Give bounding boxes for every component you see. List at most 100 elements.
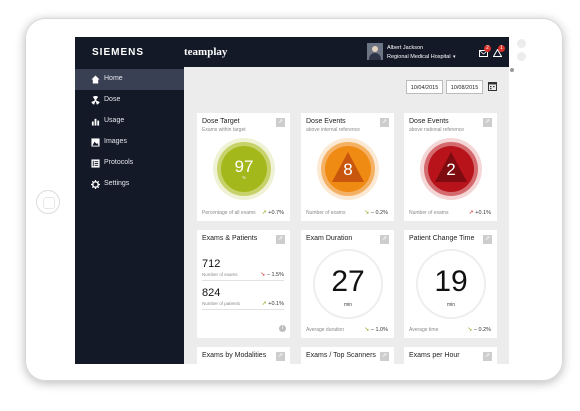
exam-duration-circle: 27 min — [315, 251, 381, 317]
exams-count-label: Number of exams — [202, 272, 238, 277]
trend-up-icon: ➚ — [261, 210, 267, 216]
gauge-value: 97 — [234, 157, 254, 176]
card-title: Dose Events — [306, 118, 346, 125]
sidebar-item-label: Home — [104, 75, 123, 82]
sidebar-item-label: Settings — [104, 180, 130, 187]
card-footer-label: Number of exams — [306, 210, 346, 216]
trend-down-icon: ➘ — [260, 272, 266, 278]
info-icon[interactable]: i — [279, 325, 286, 332]
card-title: Exams / Top Scanners — [306, 352, 376, 359]
card-title: Dose Target — [202, 118, 240, 125]
warning-triangle-icon — [435, 152, 467, 182]
trend-indicator: ➚ +0.7% — [262, 209, 284, 216]
calendar-icon[interactable] — [488, 81, 497, 91]
date-to-field[interactable]: 10/08/2015 — [446, 80, 483, 94]
sidebar-item-protocols[interactable]: Protocols — [75, 153, 184, 174]
patient-change-time-circle: 19 min — [418, 251, 484, 317]
home-icon — [91, 75, 100, 84]
card-title: Patient Change Time — [409, 235, 475, 242]
divider — [202, 309, 284, 310]
expand-icon[interactable]: ⇗ — [380, 118, 389, 127]
app-screen: SIEMENS teamplay Albert Jackson Regional… — [75, 37, 509, 364]
dose-events-internal-card[interactable]: Dose Events above internal reference ⇗ 8… — [301, 113, 394, 221]
expand-icon[interactable]: ⇗ — [276, 352, 285, 361]
patients-count-label: Number of patients — [202, 301, 241, 306]
patient-change-time-card[interactable]: Patient Change Time ⇗ 19 min Average tim… — [404, 230, 497, 338]
card-footer-label: Average time — [409, 327, 439, 333]
trend-up-icon: ➚ — [468, 210, 474, 216]
card-subtitle: Exams within target — [202, 127, 246, 133]
list-icon — [91, 159, 100, 168]
trend-indicator: ➘ – 1.0% — [364, 326, 388, 333]
trend-indicator: ➚ +0.1% — [469, 209, 491, 216]
date-from-field[interactable]: 10/04/2015 — [406, 80, 443, 94]
exams-patients-card[interactable]: Exams & Patients ⇗ 712 Number of exams ➘… — [197, 230, 290, 338]
sidebar-item-settings[interactable]: Settings — [75, 174, 184, 195]
dose-events-national-card[interactable]: Dose Events above national reference ⇗ 2… — [404, 113, 497, 221]
chevron-down-icon[interactable]: ▾ — [453, 54, 456, 60]
trend-value: +0.7% — [268, 210, 284, 216]
trend-value: – 1.0% — [370, 327, 388, 333]
exams-top-scanners-card[interactable]: Exams / Top Scanners ⇗ — [301, 347, 394, 364]
expand-icon[interactable]: ⇗ — [483, 235, 492, 244]
avatar[interactable] — [367, 43, 383, 60]
app-name: teamplay — [184, 46, 228, 58]
top-bar: SIEMENS teamplay Albert Jackson Regional… — [75, 37, 509, 67]
exams-count: 712 — [202, 258, 221, 270]
card-subtitle: above internal reference — [306, 127, 360, 133]
dose-target-gauge: 97 % — [213, 138, 275, 200]
alert-icon[interactable]: 1 — [492, 45, 505, 57]
card-title: Exams & Patients — [202, 235, 258, 242]
trend-down-icon: ➘ — [364, 327, 370, 333]
trend-value: – 0.2% — [370, 210, 388, 216]
radiation-icon — [91, 96, 100, 105]
trend-value: +0.1% — [475, 210, 491, 216]
messages-badge: 2 — [484, 45, 491, 52]
dose-events-national-gauge: 2 — [420, 138, 482, 200]
card-title: Exams per Hour — [409, 352, 460, 359]
sidebar-item-label: Usage — [104, 117, 125, 124]
exam-duration-card[interactable]: Exam Duration ⇗ 27 min Average duration … — [301, 230, 394, 338]
exams-by-modalities-card[interactable]: Exams by Modalities ⇗ — [197, 347, 290, 364]
messages-icon[interactable]: 2 — [479, 45, 491, 57]
trend-indicator: ➚ +0.1% — [262, 300, 284, 307]
trend-value: – 0.2% — [473, 327, 491, 333]
warning-triangle-icon — [332, 152, 364, 182]
hospital-selector[interactable]: Regional Medical Hospital — [387, 54, 451, 60]
card-footer-label: Percentage of all exams — [202, 210, 256, 216]
big-value: 27 — [331, 265, 365, 298]
sidebar-item-home[interactable]: Home — [75, 69, 184, 90]
user-name[interactable]: Albert Jackson — [387, 45, 424, 51]
expand-icon[interactable]: ⇗ — [276, 118, 285, 127]
sidebar-item-dose[interactable]: Dose — [75, 90, 184, 111]
sidebar-item-images[interactable]: Images — [75, 132, 184, 153]
big-value: 19 — [434, 265, 468, 298]
expand-icon[interactable]: ⇗ — [483, 352, 492, 361]
big-unit: min — [343, 302, 353, 308]
expand-icon[interactable]: ⇗ — [380, 352, 389, 361]
trend-down-icon: ➘ — [364, 210, 370, 216]
exams-per-hour-card[interactable]: Exams per Hour ⇗ — [404, 347, 497, 364]
sidebar-item-usage[interactable]: Usage — [75, 111, 184, 132]
expand-icon[interactable]: ⇗ — [380, 235, 389, 244]
dose-target-card[interactable]: Dose Target Exams within target ⇗ 97 % P… — [197, 113, 290, 221]
card-title: Dose Events — [409, 118, 449, 125]
trend-indicator: ➘ – 0.2% — [364, 209, 388, 216]
sidebar-item-label: Protocols — [104, 159, 134, 166]
tablet-home-button[interactable] — [36, 190, 60, 214]
expand-icon[interactable]: ⇗ — [483, 118, 492, 127]
big-unit: min — [446, 302, 456, 308]
card-title: Exams by Modalities — [202, 352, 267, 359]
gauge-unit: % — [241, 175, 246, 180]
expand-icon[interactable]: ⇗ — [276, 235, 285, 244]
sidebar-item-label: Dose — [104, 96, 121, 103]
card-title: Exam Duration — [306, 235, 353, 242]
tablet-side-button — [517, 39, 526, 48]
bar-chart-icon — [91, 118, 100, 126]
gauge-value: 8 — [343, 160, 353, 179]
trend-value: – 1.5% — [266, 272, 284, 278]
image-icon — [91, 138, 100, 147]
card-subtitle: above national reference — [409, 127, 465, 133]
trend-indicator: ➘ – 1.5% — [260, 271, 284, 278]
tablet-camera — [510, 68, 514, 72]
